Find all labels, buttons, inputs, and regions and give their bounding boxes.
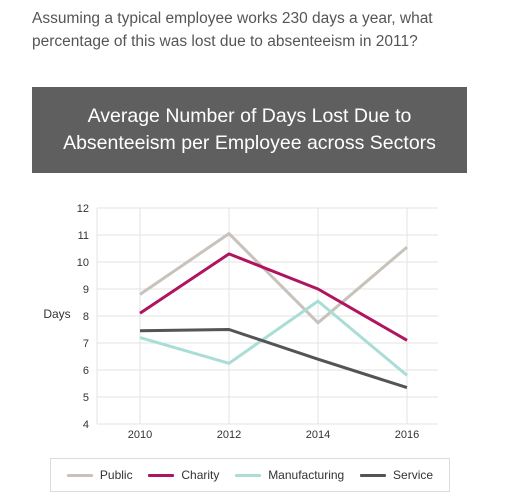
series-line-service xyxy=(139,328,408,390)
x-tick-label: 2012 xyxy=(217,429,241,441)
y-axis-ticks: 4 5 6 7 8 9 10 11 12 xyxy=(77,203,89,431)
y-axis-label: Days xyxy=(43,307,70,321)
y-tick-label: 11 xyxy=(78,230,89,242)
legend-label: Service xyxy=(393,468,434,482)
y-tick-label: 5 xyxy=(83,392,89,404)
legend-swatch xyxy=(360,473,387,477)
x-tick-label: 2014 xyxy=(306,429,330,441)
question-text: Assuming a typical employee works 230 da… xyxy=(32,10,433,50)
legend-label: Manufacturing xyxy=(268,468,345,482)
chart-grid xyxy=(96,207,438,425)
legend-item-charity: Charity xyxy=(148,468,219,482)
line-chart: 4 5 6 7 8 9 10 11 12 2010 2012 2014 2016 Days xyxy=(43,203,438,441)
chart-legend: Public Charity Manufacturing Service xyxy=(50,458,450,492)
y-tick-label: 12 xyxy=(77,203,89,215)
y-tick-label: 6 xyxy=(83,365,89,377)
y-tick-label: 10 xyxy=(77,257,89,269)
legend-item-manufacturing: Manufacturing xyxy=(235,468,344,482)
y-tick-label: 7 xyxy=(83,338,89,350)
x-tick-label: 2016 xyxy=(395,429,419,441)
legend-swatch xyxy=(235,473,262,477)
legend-item-service: Service xyxy=(360,468,433,482)
chart-series xyxy=(139,232,408,390)
series-line-manufacturing xyxy=(139,299,408,377)
legend-swatch xyxy=(148,473,175,477)
chart-title-banner: Average Number of Days Lost Due to Absen… xyxy=(32,87,467,173)
legend-label: Charity xyxy=(181,468,220,482)
chart-title: Average Number of Days Lost Due to Absen… xyxy=(63,105,436,154)
legend-item-public: Public xyxy=(66,468,133,482)
series-line-charity xyxy=(139,252,408,342)
y-tick-label: 8 xyxy=(83,311,89,323)
series-line-public xyxy=(139,232,408,325)
x-tick-label: 2010 xyxy=(128,429,152,441)
legend-swatch xyxy=(66,473,93,477)
y-tick-label: 4 xyxy=(83,419,89,431)
y-tick-label: 9 xyxy=(83,284,89,296)
legend-label: Public xyxy=(99,468,133,482)
x-axis-ticks: 2010 2012 2014 2016 xyxy=(128,429,419,441)
